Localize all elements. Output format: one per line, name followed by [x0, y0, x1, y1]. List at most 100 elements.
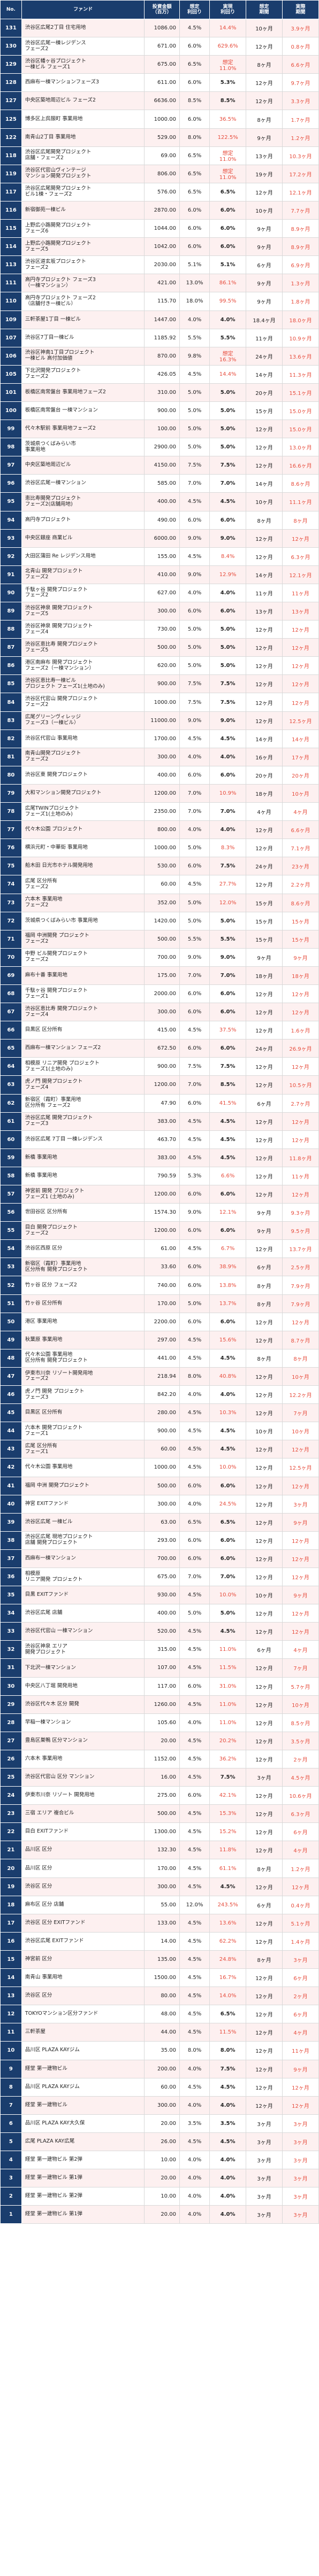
row-period: 20ヶ月: [246, 765, 283, 785]
row-no: 97: [0, 456, 22, 475]
row-extra: 6.0%: [209, 1312, 247, 1331]
row-period-actual: 1.7ヶ月: [282, 110, 319, 129]
row-amount: 170.00: [144, 1294, 180, 1313]
row-period-actual: 4ヶ月: [282, 2023, 319, 2042]
row-no: 60: [0, 1130, 22, 1149]
row-fund: 高円寺プロジェクト フェーズ3 （一棟マンション）: [21, 274, 145, 293]
row-period-actual: 12ヶ月: [282, 620, 319, 639]
row-amount: 1000.00: [144, 1458, 180, 1477]
row-period: 16ヶ月: [246, 747, 283, 766]
row-fund: 広尾 PLAZA KAY広尾: [21, 2132, 145, 2151]
row-period: 12ヶ月: [246, 1968, 283, 1988]
row-amount: 133.00: [144, 1913, 180, 1933]
table-row: 22 目白 EXITファンド 1300.00 4.5% 15.2% 12ヶ月 6ヶ月: [0, 1822, 319, 1842]
row-no: 81: [0, 747, 22, 766]
row-fund: 竹ヶ谷 区分 フェーズ2: [21, 1276, 145, 1295]
row-yield: 4.0%: [179, 2169, 210, 2188]
row-period: 9ヶ月: [246, 292, 283, 311]
row-fund: 高円寺プロジェクト フェーズ2 （店舗付き一棟ビル）: [21, 292, 145, 311]
row-yield: 4.0%: [179, 310, 210, 329]
row-period: 12ヶ月: [246, 182, 283, 201]
row-no: 14: [0, 1968, 22, 1988]
row-period-actual: 0.4ヶ月: [282, 1895, 319, 1914]
table-row: 99 代々木駅前 事業用地フェーズ2 100.00 5.0% 5.0% 12ヶ月 15.0ヶ…: [0, 420, 319, 439]
row-period-actual: 4ヶ月: [282, 1640, 319, 1659]
row-extra: 5.1%: [209, 255, 247, 275]
row-period: 9ヶ月: [246, 128, 283, 147]
row-no: 70: [0, 948, 22, 967]
row-amount: 500.00: [144, 1476, 180, 1495]
table-row: 8 品川区 PLAZA KAYジム 60.00 4.5% 4.5% 12ヶ月 12ヶ月: [0, 2077, 319, 2097]
row-amount: 115.70: [144, 292, 180, 311]
row-extra: 4.5%: [209, 492, 247, 511]
row-extra: 243.5%: [209, 1895, 247, 1914]
row-period-actual: 8.9ヶ月: [282, 237, 319, 257]
row-no: 37: [0, 1549, 22, 1568]
row-no: 4: [0, 2150, 22, 2170]
row-period: 12ヶ月: [246, 1567, 283, 1587]
row-fund: 渋谷区代官山ヴィンテージ マンション開発プロジェクト: [21, 164, 145, 183]
row-amount: 400.00: [144, 492, 180, 511]
row-extra: 3.5%: [209, 2114, 247, 2133]
row-amount: 530.00: [144, 857, 180, 876]
row-fund: 新宿区（霞町）事業用地 区分所有 開発プロジェクト: [21, 1258, 145, 1277]
row-amount: 2000.00: [144, 984, 180, 1004]
row-fund: 渋谷区広尾一棟レジデンス フェーズ2: [21, 37, 145, 56]
row-period-actual: 4ヶ月: [282, 802, 319, 821]
table-row: 94 高円寺プロジェクト 490.00 6.0% 6.0% 8ヶ月 8ヶ月: [0, 510, 319, 530]
row-no: 18: [0, 1895, 22, 1914]
row-period-actual: 12ヶ月: [282, 1184, 319, 1204]
table-row: 18 麻布区 区分 店舗 55.00 12.0% 243.5% 6ヶ月 0.4ヶ月: [0, 1895, 319, 1914]
row-amount: 4150.00: [144, 456, 180, 475]
row-period-actual: 11.1ヶ月: [282, 492, 319, 511]
row-extra: 8.5%: [209, 1075, 247, 1095]
table-row: 74 広尾 区分所有 フェーズ2 60.00 4.5% 27.7% 12ヶ月 2.2ヶ月: [0, 875, 319, 894]
row-period: 3ヶ月: [246, 2132, 283, 2151]
row-yield: 4.5%: [179, 1658, 210, 1678]
row-extra: 4.5%: [209, 1112, 247, 1131]
row-extra: 86.1%: [209, 274, 247, 293]
row-period-actual: 15.0ヶ月: [282, 420, 319, 439]
row-fund: 目黒 EXITファンド: [21, 1586, 145, 1605]
row-amount: 315.00: [144, 1640, 180, 1659]
row-yield: 4.5%: [179, 2023, 210, 2042]
row-fund: 伊東市川奈 リゾート開発用地 フェーズ2: [21, 1367, 145, 1386]
row-extra: 62.2%: [209, 1931, 247, 1951]
row-no: 89: [0, 601, 22, 621]
table-row: 29 渋谷区代々木 区分 開発 1260.00 4.5% 11.0% 12ヶ月 10ヶ月: [0, 1695, 319, 1714]
row-amount: 930.00: [144, 1586, 180, 1605]
table-row: 57 神宮前 開発 プロジェクト フェーズ1 (土地のみ) 1200.00 6.0% 6…: [0, 1184, 319, 1204]
row-amount: 293.00: [144, 1531, 180, 1550]
row-extra: 6.0%: [209, 1221, 247, 1240]
row-fund: 目黒区 区分所有: [21, 1021, 145, 1040]
row-extra: 8.4%: [209, 547, 247, 566]
table-row: 64 相模原 リニア開発 プロジェクト フェーズ1(土地のみ) 900.00 7.5%…: [0, 1057, 319, 1076]
row-yield: 7.0%: [179, 1567, 210, 1587]
row-period: 8ヶ月: [246, 510, 283, 530]
row-extra: 想定 16.3%: [209, 346, 247, 366]
row-period: 12ヶ月: [246, 1987, 283, 2006]
row-extra: 36.5%: [209, 110, 247, 129]
row-period-actual: 11.3ヶ月: [282, 364, 319, 384]
row-no: 46: [0, 1385, 22, 1405]
row-extra: 10.9%: [209, 783, 247, 803]
row-period-actual: 12ヶ月: [282, 1476, 319, 1495]
row-period-actual: 12ヶ月: [282, 693, 319, 712]
row-fund: 渋谷区広尾2丁目 住宅用地: [21, 18, 145, 38]
row-period-actual: 3ヶ月: [282, 2187, 319, 2206]
row-yield: 7.0%: [179, 783, 210, 803]
row-amount: 620.00: [144, 656, 180, 676]
row-amount: 1000.00: [144, 110, 180, 129]
row-amount: 280.00: [144, 1403, 180, 1423]
row-fund: 品川区 PLAZA KAYジム: [21, 2041, 145, 2060]
row-period-actual: 12ヶ月: [282, 1877, 319, 1896]
row-period: 12ヶ月: [246, 1512, 283, 1532]
row-period: 3ヶ月: [246, 1767, 283, 1787]
row-period-actual: 2ヶ月: [282, 1987, 319, 2006]
row-yield: 5.0%: [179, 638, 210, 657]
row-no: 109: [0, 310, 22, 329]
row-amount: 1044.00: [144, 219, 180, 238]
row-yield: 6.5%: [179, 1512, 210, 1532]
row-no: 5: [0, 2132, 22, 2151]
row-fund: 中央区築地周辺ビル フェーズ2: [21, 91, 145, 111]
